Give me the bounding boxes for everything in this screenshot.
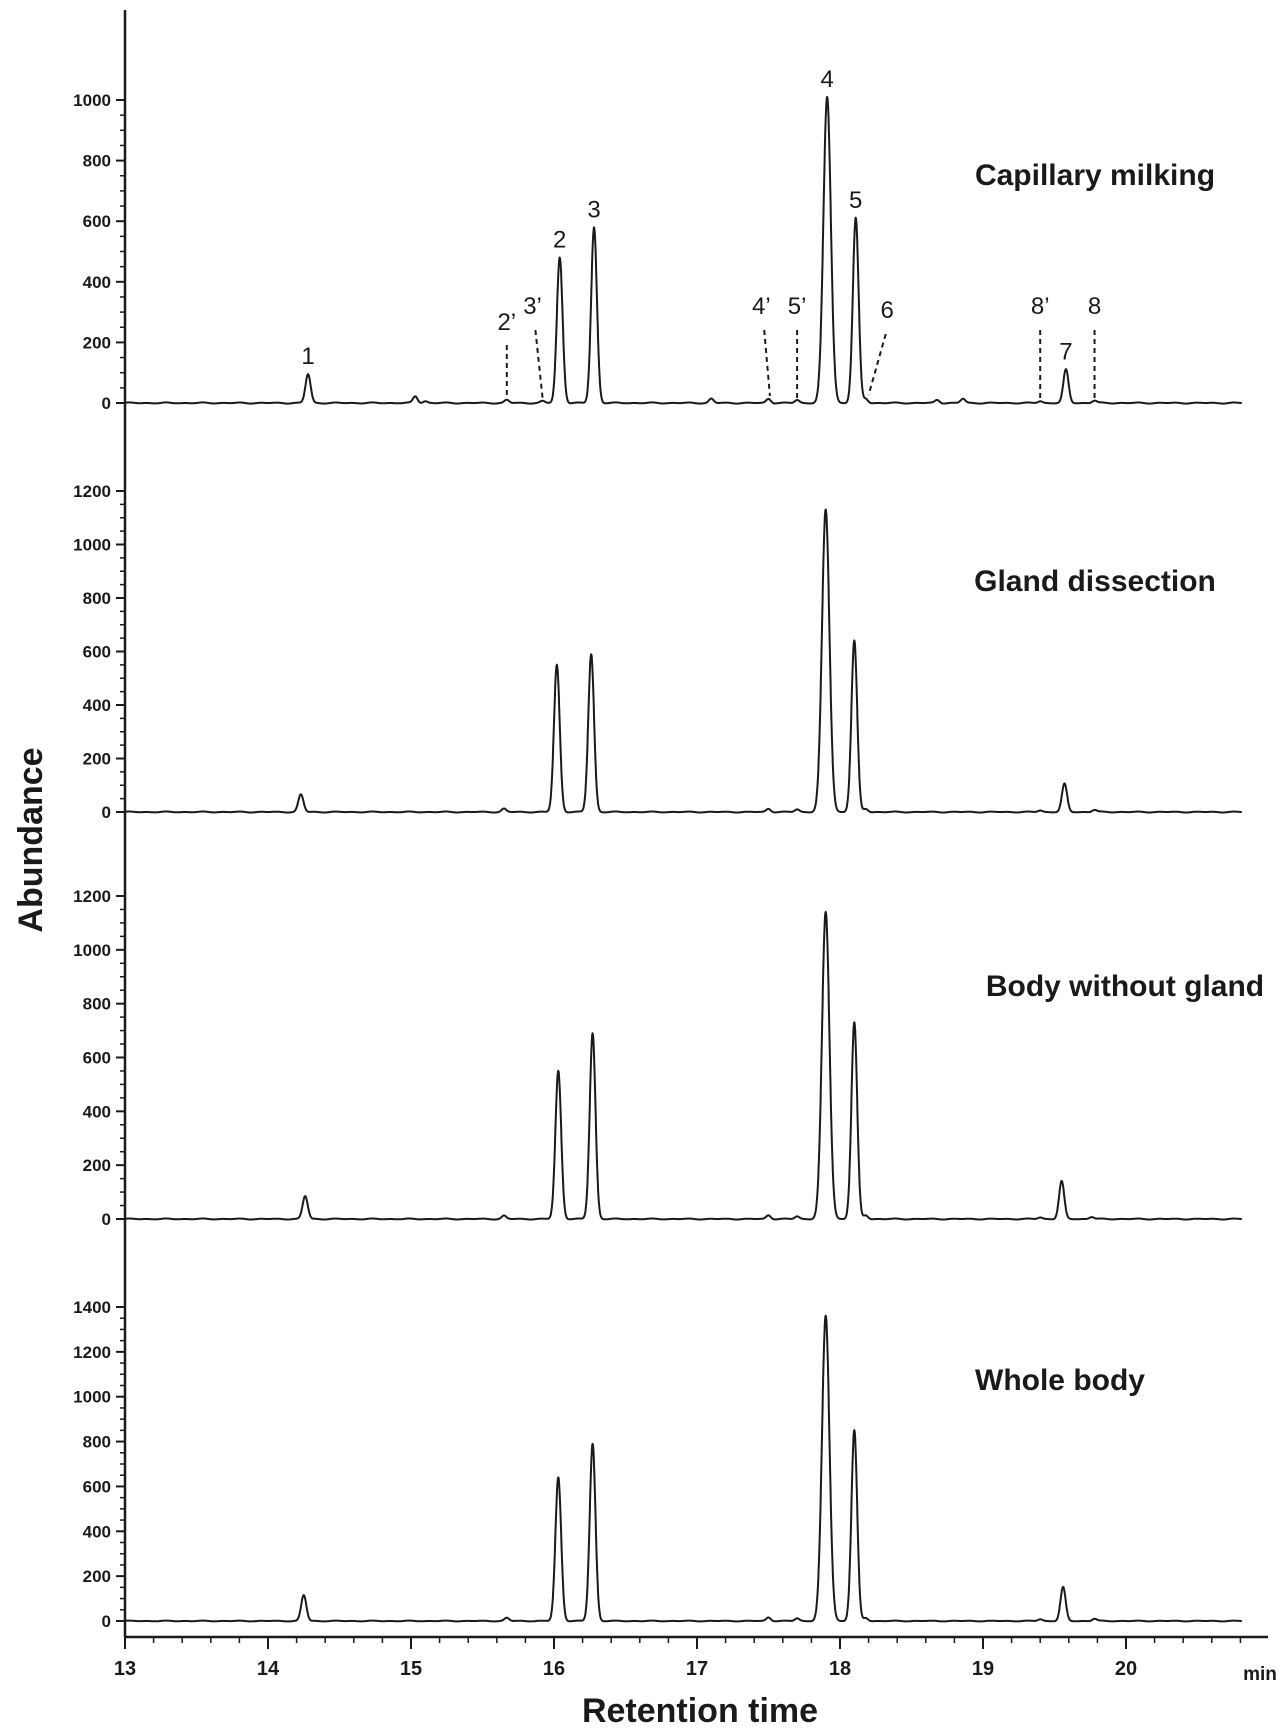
y-tick-label: 200: [83, 1567, 111, 1586]
panel-title: Body without gland: [986, 970, 1264, 1003]
panel-4: 0 200 400 600 800 1000 1200 1400 Whole body: [73, 1298, 1243, 1631]
y-tick-label: 1400: [73, 1298, 111, 1317]
y-tick-label: 0: [102, 394, 111, 413]
peak-label: 1: [301, 343, 314, 370]
minor-peak-label: 8: [1088, 293, 1101, 320]
panel-title: Whole body: [975, 1364, 1145, 1397]
y-tick-label: 800: [83, 152, 111, 171]
y-tick-label: 1000: [73, 1388, 111, 1407]
minor-peak-label: 8’: [1031, 293, 1050, 320]
minor-peak-leader: [763, 329, 771, 397]
x-tick-label: 19: [972, 1658, 994, 1680]
y-tick-label: 800: [83, 995, 111, 1014]
y-tick-label: 800: [83, 1433, 111, 1452]
panel-title: Gland dissection: [974, 565, 1216, 598]
y-tick-label: 200: [83, 750, 111, 769]
minor-peak-label: 2’: [497, 309, 516, 336]
minor-peak-label: 4’: [752, 293, 771, 320]
y-tick-label: 1000: [73, 941, 111, 960]
minor-peak-label: 3’: [523, 293, 542, 320]
x-axis-unit: min: [1243, 1664, 1277, 1685]
x-tick-label: 17: [686, 1658, 708, 1680]
y-tick-label: 400: [83, 1522, 111, 1541]
y-tick-label: 200: [83, 1156, 111, 1175]
y-tick-label: 1000: [73, 536, 111, 555]
y-tick-label: 400: [83, 696, 111, 715]
peak-label: 2: [553, 227, 566, 254]
y-tick-label: 400: [83, 1102, 111, 1121]
minor-peak-leader: [534, 329, 544, 399]
peak-label: 5: [849, 187, 862, 214]
y-tick-label: 200: [83, 333, 111, 352]
chromatogram-trace: [124, 910, 1243, 1221]
x-axis: 13 14 15 16 17 18 19 20: [114, 1637, 1242, 1680]
minor-peak-label: 5’: [788, 293, 807, 320]
x-tick-label: 18: [829, 1658, 851, 1680]
y-tick-label: 800: [83, 589, 111, 608]
peak-label: 7: [1059, 339, 1072, 366]
x-tick-label: 14: [257, 1658, 280, 1680]
y-tick-label: 0: [102, 1612, 111, 1631]
y-axis-title: Abundance: [12, 747, 50, 932]
x-tick-label: 15: [400, 1658, 422, 1680]
y-tick-label: 600: [83, 643, 111, 662]
minor-peak-label: 6: [881, 297, 894, 324]
chromatogram-trace: [124, 1314, 1243, 1623]
y-tick-label: 1200: [73, 887, 111, 906]
minor-peak-leader: [867, 333, 887, 396]
peak-label: 4: [820, 66, 833, 93]
y-tick-label: 0: [102, 803, 111, 822]
x-tick-label: 13: [114, 1658, 136, 1680]
y-tick-label: 600: [83, 1477, 111, 1496]
chromatogram-trace: [124, 95, 1243, 405]
x-axis-title: Retention time: [582, 1692, 818, 1730]
peak-label: 3: [587, 196, 600, 223]
y-tick-label: 1200: [73, 1343, 111, 1362]
panel-title: Capillary milking: [975, 159, 1215, 192]
y-tick-label: 1000: [73, 91, 111, 110]
chromatogram-trace: [124, 508, 1243, 814]
y-tick-label: 0: [102, 1210, 111, 1229]
x-tick-label: 20: [1115, 1658, 1137, 1680]
y-tick-label: 1200: [73, 482, 111, 501]
y-tick-label: 600: [83, 212, 111, 231]
y-tick-label: 600: [83, 1049, 111, 1068]
panel-2: 0 200 400 600 800 1000 1200 Gland dissection: [73, 482, 1243, 822]
x-tick-label: 16: [543, 1658, 565, 1680]
panel-3: 0 200 400 600 800 1000 1200 Body without gland: [73, 887, 1264, 1229]
y-tick-label: 400: [83, 273, 111, 292]
